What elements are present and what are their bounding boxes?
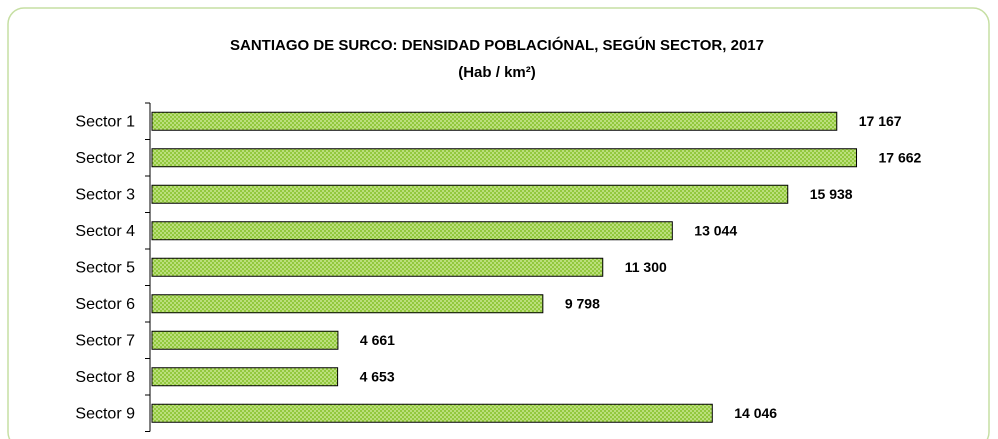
value-label: 11 300	[625, 259, 667, 275]
value-label: 17 167	[859, 113, 902, 129]
value-label: 9 798	[565, 295, 600, 311]
value-label: 4 661	[360, 332, 395, 348]
chart-subtitle: (Hab / km²)	[458, 64, 536, 81]
y-tick-label: Sector 6	[75, 296, 135, 313]
y-tick-label: Sector 3	[75, 186, 135, 203]
y-tick-label: Sector 9	[75, 405, 135, 422]
value-label: 15 938	[810, 186, 853, 202]
bar	[151, 221, 673, 241]
bar	[151, 403, 713, 423]
y-tick-label: Sector 7	[75, 332, 135, 349]
value-label: 13 044	[694, 222, 737, 238]
y-tick-label: Sector 8	[75, 369, 135, 386]
value-label: 17 662	[879, 149, 922, 165]
bar	[151, 294, 544, 314]
bar	[151, 330, 339, 350]
y-tick-label: Sector 2	[75, 150, 135, 167]
bar	[151, 257, 604, 277]
y-tick-label: Sector 5	[75, 259, 135, 276]
value-label: 4 653	[360, 368, 395, 384]
bar	[151, 111, 838, 131]
bar	[151, 148, 858, 168]
y-tick-label: Sector 1	[75, 113, 135, 130]
chart-title: SANTIAGO DE SURCO: DENSIDAD POBLACIÓNAL,…	[230, 36, 764, 54]
bar	[151, 184, 789, 204]
value-label: 14 046	[734, 405, 777, 421]
bar	[151, 367, 339, 387]
y-tick-label: Sector 4	[75, 223, 135, 240]
